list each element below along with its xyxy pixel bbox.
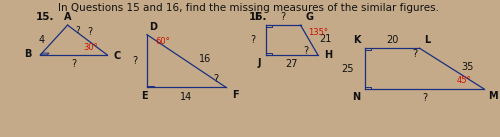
Text: 15.: 15. — [36, 12, 54, 22]
Text: 4: 4 — [39, 35, 45, 45]
Text: 27: 27 — [286, 59, 298, 69]
Text: 35: 35 — [462, 62, 474, 72]
Text: ?: ? — [422, 93, 427, 103]
Text: D: D — [150, 22, 158, 32]
Text: M: M — [488, 91, 498, 101]
Text: J: J — [258, 58, 261, 68]
Text: N: N — [352, 92, 360, 102]
Text: ?: ? — [88, 27, 92, 37]
Text: G: G — [306, 12, 314, 22]
Text: 60°: 60° — [156, 37, 170, 46]
Text: B: B — [24, 49, 32, 59]
Text: ?: ? — [412, 49, 417, 59]
Text: ?: ? — [280, 12, 285, 22]
Text: In Questions 15 and 16, find the missing measures of the similar figures.: In Questions 15 and 16, find the missing… — [58, 3, 439, 13]
Text: ?: ? — [214, 74, 219, 84]
Text: 135°: 135° — [308, 28, 328, 38]
Text: ?: ? — [132, 56, 137, 66]
Text: 16.: 16. — [248, 12, 267, 22]
Text: L: L — [424, 35, 430, 45]
Text: 16: 16 — [199, 54, 211, 64]
Text: ?: ? — [71, 59, 76, 69]
Text: 45°: 45° — [457, 76, 471, 85]
Text: ?: ? — [250, 35, 255, 45]
Text: A: A — [64, 12, 72, 22]
Text: 20: 20 — [386, 35, 398, 45]
Text: E: E — [141, 91, 148, 101]
Text: 21: 21 — [319, 34, 332, 44]
Text: 14: 14 — [180, 92, 192, 102]
Text: H: H — [324, 50, 332, 60]
Text: C: C — [113, 51, 120, 61]
Text: ?: ? — [75, 26, 80, 35]
Text: ?: ? — [303, 46, 308, 56]
Text: 30°: 30° — [84, 43, 98, 52]
Text: F: F — [254, 12, 261, 22]
Text: 25: 25 — [342, 64, 354, 73]
Text: F: F — [232, 90, 239, 100]
Text: K: K — [354, 35, 361, 45]
